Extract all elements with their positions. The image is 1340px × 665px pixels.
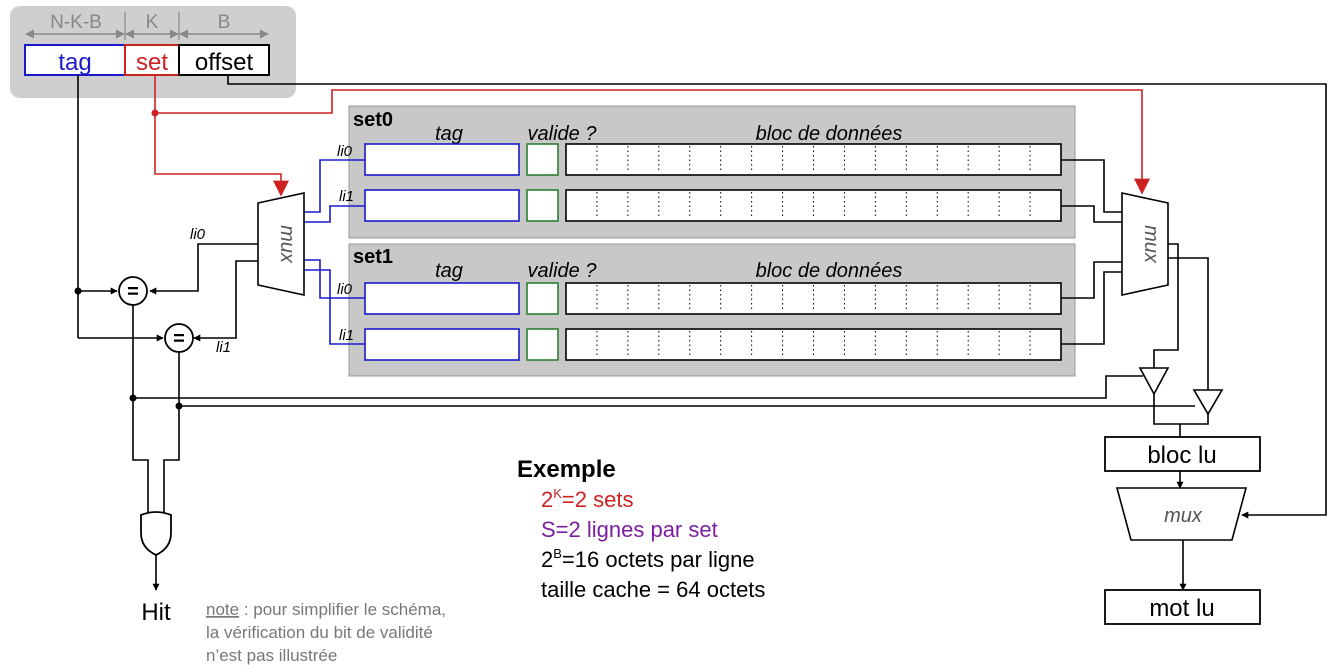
comparator-input-li0-label: li0	[190, 226, 206, 243]
note-line3: n’est pas illustrée	[206, 646, 337, 665]
note: note : pour simplifier le schéma, la vér…	[206, 600, 446, 665]
note-underlined: note	[206, 600, 239, 619]
tag-field-label: tag	[58, 49, 91, 76]
set0-line1	[365, 190, 1061, 221]
valid-cell	[527, 190, 558, 221]
comparator-1-symbol: =	[173, 328, 185, 350]
comparator-1: =	[165, 324, 193, 352]
set1-block: set1 tag valide ? bloc de données	[349, 244, 1075, 376]
word-mux-label: mux	[1164, 505, 1203, 527]
set0-data-header: bloc de données	[756, 123, 903, 145]
example-line2: S=2 lignes par set	[541, 517, 718, 542]
tag-bit-label: N-K-B	[50, 12, 102, 33]
set1-li0-label: li0	[337, 281, 353, 298]
data-mux-label: mux	[1140, 225, 1162, 264]
example-title: Exemple	[517, 456, 616, 483]
set1-valid-header: valide ?	[528, 260, 598, 282]
note-line2: la vérification du bit de validité	[206, 623, 433, 642]
set0-valid-header: valide ?	[528, 123, 598, 145]
set0-block: set0 tag valide ? bloc de données	[349, 106, 1075, 238]
set-bit-label: K	[146, 12, 159, 33]
comparator-0-symbol: =	[127, 281, 139, 303]
set1-li1-label: li1	[339, 327, 354, 344]
tag-mux-label: mux	[276, 225, 298, 264]
comparator-input-li1-label: li1	[216, 339, 231, 356]
example-line1: 2K=2 sets	[541, 486, 633, 512]
note-line1-text: : pour simplifier le schéma,	[239, 600, 446, 619]
hit-label: Hit	[141, 599, 171, 626]
set0-li1-label: li1	[339, 188, 354, 205]
tag-cell	[365, 144, 519, 175]
tag-mux: mux	[258, 193, 304, 295]
data-mux: mux	[1122, 193, 1168, 295]
buffer-1	[1194, 390, 1222, 414]
set1-title: set1	[353, 246, 393, 268]
set0-line0	[365, 144, 1061, 175]
valid-cell	[527, 283, 558, 314]
set0-title: set0	[353, 109, 393, 131]
set0-li0-label: li0	[337, 143, 353, 160]
set1-data-header: bloc de données	[756, 260, 903, 282]
set1-line1	[365, 329, 1061, 360]
word-mux: mux	[1117, 488, 1246, 540]
offset-field-label: offset	[195, 49, 254, 76]
word-read-label: mot lu	[1149, 595, 1214, 622]
comparison-wires	[75, 75, 259, 338]
tag-cell	[365, 329, 519, 360]
example-line3: 2B=16 octets par ligne	[541, 546, 755, 572]
set-field-label: set	[136, 49, 168, 76]
offset-bit-label: B	[218, 12, 231, 33]
buffer-0	[1140, 368, 1168, 394]
tag-cell	[365, 190, 519, 221]
example-line4: taille cache = 64 octets	[541, 577, 765, 602]
set1-tag-header: tag	[435, 260, 463, 282]
set1-line0	[365, 283, 1061, 314]
tag-cell	[365, 283, 519, 314]
comparator-0: =	[119, 277, 147, 305]
or-gate	[141, 512, 171, 555]
block-read-label: bloc lu	[1147, 442, 1216, 469]
note-line1: note : pour simplifier le schéma,	[206, 600, 446, 619]
example: Exemple 2K=2 sets S=2 lignes par set 2B=…	[517, 456, 765, 602]
set0-tag-header: tag	[435, 123, 463, 145]
valid-cell	[527, 329, 558, 360]
valid-cell	[527, 144, 558, 175]
